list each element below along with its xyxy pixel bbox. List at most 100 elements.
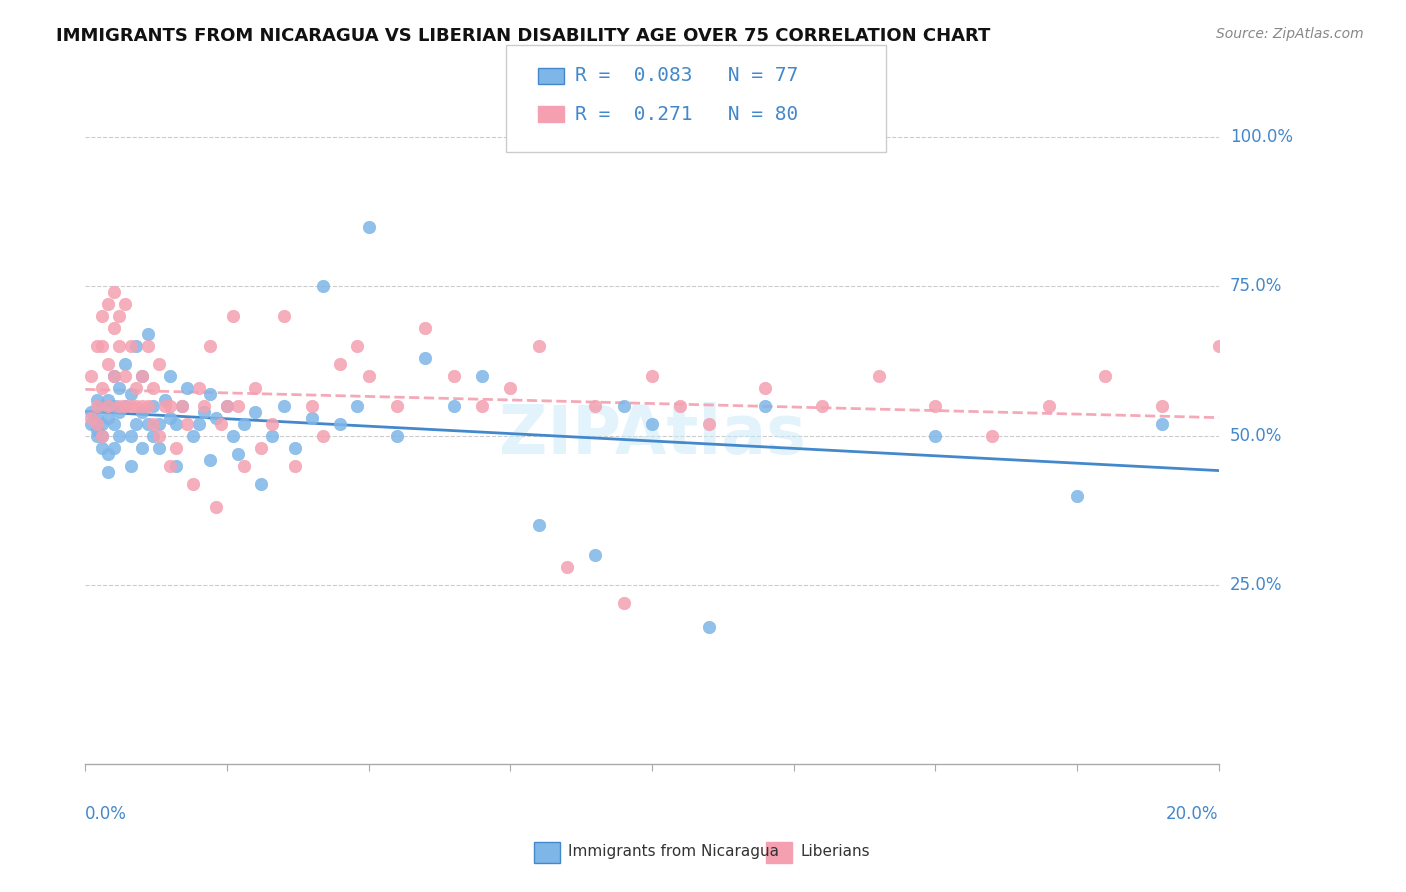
Point bbox=[125, 417, 148, 431]
Point bbox=[924, 399, 946, 413]
Point bbox=[80, 369, 103, 384]
Point bbox=[555, 560, 578, 574]
Point bbox=[120, 458, 142, 473]
Text: 75.0%: 75.0% bbox=[1230, 277, 1282, 295]
Text: 20.0%: 20.0% bbox=[1166, 805, 1219, 823]
Point bbox=[148, 441, 170, 455]
Point bbox=[80, 405, 103, 419]
Point bbox=[97, 357, 120, 371]
Point bbox=[1150, 399, 1173, 413]
Point bbox=[754, 381, 776, 395]
Point bbox=[120, 399, 142, 413]
Point bbox=[924, 429, 946, 443]
Point bbox=[471, 369, 494, 384]
Point bbox=[114, 357, 136, 371]
Point bbox=[312, 429, 335, 443]
Point bbox=[108, 381, 131, 395]
Point bbox=[103, 369, 125, 384]
Point bbox=[499, 381, 522, 395]
Point bbox=[142, 429, 165, 443]
Point bbox=[385, 429, 408, 443]
Point bbox=[181, 476, 204, 491]
Point bbox=[142, 417, 165, 431]
Point bbox=[613, 596, 636, 610]
Point bbox=[868, 369, 890, 384]
Point bbox=[226, 399, 249, 413]
Point bbox=[142, 399, 165, 413]
Point bbox=[131, 399, 153, 413]
Point bbox=[159, 369, 181, 384]
Point bbox=[108, 310, 131, 324]
Point bbox=[215, 399, 238, 413]
Point bbox=[329, 417, 352, 431]
Point bbox=[131, 369, 153, 384]
Point bbox=[136, 417, 159, 431]
Point bbox=[125, 339, 148, 353]
Point bbox=[312, 279, 335, 293]
Point bbox=[415, 351, 437, 366]
Point bbox=[181, 429, 204, 443]
Point bbox=[148, 357, 170, 371]
Point bbox=[284, 458, 307, 473]
Point bbox=[583, 548, 606, 562]
Text: Liberians: Liberians bbox=[800, 845, 870, 859]
Point bbox=[697, 417, 720, 431]
Point bbox=[86, 429, 108, 443]
Text: 50.0%: 50.0% bbox=[1230, 426, 1282, 445]
Text: ZIPAtlas: ZIPAtlas bbox=[499, 401, 806, 467]
Point bbox=[1094, 369, 1116, 384]
Point bbox=[176, 381, 198, 395]
Text: R =  0.083   N = 77: R = 0.083 N = 77 bbox=[575, 66, 799, 86]
Point bbox=[103, 399, 125, 413]
Point bbox=[193, 405, 215, 419]
Point bbox=[136, 327, 159, 342]
Point bbox=[245, 381, 267, 395]
Point bbox=[262, 417, 284, 431]
Point bbox=[86, 392, 108, 407]
Point bbox=[226, 447, 249, 461]
Point bbox=[120, 339, 142, 353]
Point bbox=[153, 392, 176, 407]
Point bbox=[108, 399, 131, 413]
Point bbox=[346, 339, 368, 353]
Point bbox=[131, 369, 153, 384]
Point bbox=[329, 357, 352, 371]
Point bbox=[136, 399, 159, 413]
Point bbox=[97, 297, 120, 311]
Point bbox=[142, 381, 165, 395]
Point bbox=[103, 417, 125, 431]
Point bbox=[357, 219, 380, 234]
Point bbox=[981, 429, 1004, 443]
Text: 100.0%: 100.0% bbox=[1230, 128, 1294, 146]
Point bbox=[125, 399, 148, 413]
Point bbox=[120, 429, 142, 443]
Point bbox=[233, 458, 256, 473]
Point bbox=[583, 399, 606, 413]
Point bbox=[108, 429, 131, 443]
Point bbox=[301, 399, 323, 413]
Point bbox=[91, 310, 114, 324]
Point bbox=[1150, 417, 1173, 431]
Text: IMMIGRANTS FROM NICARAGUA VS LIBERIAN DISABILITY AGE OVER 75 CORRELATION CHART: IMMIGRANTS FROM NICARAGUA VS LIBERIAN DI… bbox=[56, 27, 991, 45]
Point bbox=[301, 410, 323, 425]
Point bbox=[273, 310, 295, 324]
Point bbox=[811, 399, 834, 413]
Point bbox=[1066, 489, 1088, 503]
Point bbox=[471, 399, 494, 413]
Point bbox=[103, 321, 125, 335]
Point bbox=[97, 465, 120, 479]
Point bbox=[245, 405, 267, 419]
Point bbox=[148, 429, 170, 443]
Point bbox=[613, 399, 636, 413]
Point bbox=[527, 518, 550, 533]
Point bbox=[754, 399, 776, 413]
Point bbox=[697, 620, 720, 634]
Point bbox=[198, 452, 221, 467]
Point bbox=[80, 410, 103, 425]
Point bbox=[221, 429, 243, 443]
Point bbox=[346, 399, 368, 413]
Point bbox=[108, 339, 131, 353]
Point bbox=[233, 417, 256, 431]
Point bbox=[86, 339, 108, 353]
Point bbox=[415, 321, 437, 335]
